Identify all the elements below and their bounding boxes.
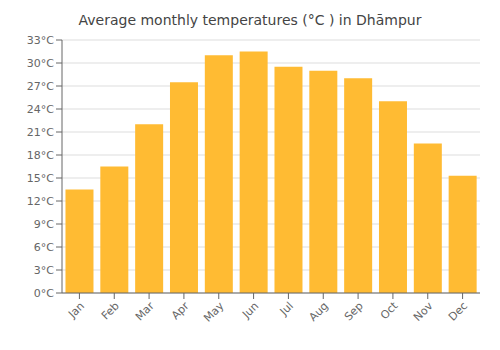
svg-text:Jul: Jul	[277, 299, 296, 318]
svg-text:Sep: Sep	[342, 299, 366, 323]
svg-text:18°C: 18°C	[27, 149, 54, 162]
svg-text:3°C: 3°C	[34, 264, 54, 277]
svg-text:30°C: 30°C	[27, 57, 54, 70]
svg-text:Mar: Mar	[133, 299, 157, 323]
svg-text:Oct: Oct	[378, 299, 401, 322]
svg-text:33°C: 33°C	[27, 34, 54, 47]
svg-text:Feb: Feb	[99, 299, 122, 322]
svg-text:Jun: Jun	[239, 299, 261, 321]
svg-text:9°C: 9°C	[34, 218, 54, 231]
svg-text:Dec: Dec	[446, 299, 470, 323]
svg-text:Nov: Nov	[411, 299, 436, 324]
svg-text:27°C: 27°C	[27, 80, 54, 93]
svg-text:0°C: 0°C	[34, 287, 54, 300]
html-text:Average monthly temperatures (: Average monthly temperatures (°C ) in Dh…	[78, 12, 422, 28]
svg-text:Apr: Apr	[169, 299, 192, 322]
svg-text:6°C: 6°C	[34, 241, 54, 254]
svg-text:24°C: 24°C	[27, 103, 54, 116]
svg-text:12°C: 12°C	[27, 195, 54, 208]
svg-text:15°C: 15°C	[27, 172, 54, 185]
svg-text:21°C: 21°C	[27, 126, 54, 139]
svg-text:Aug: Aug	[307, 299, 331, 323]
svg-text:Jan: Jan	[65, 299, 87, 321]
svg-text:May: May	[201, 299, 227, 325]
